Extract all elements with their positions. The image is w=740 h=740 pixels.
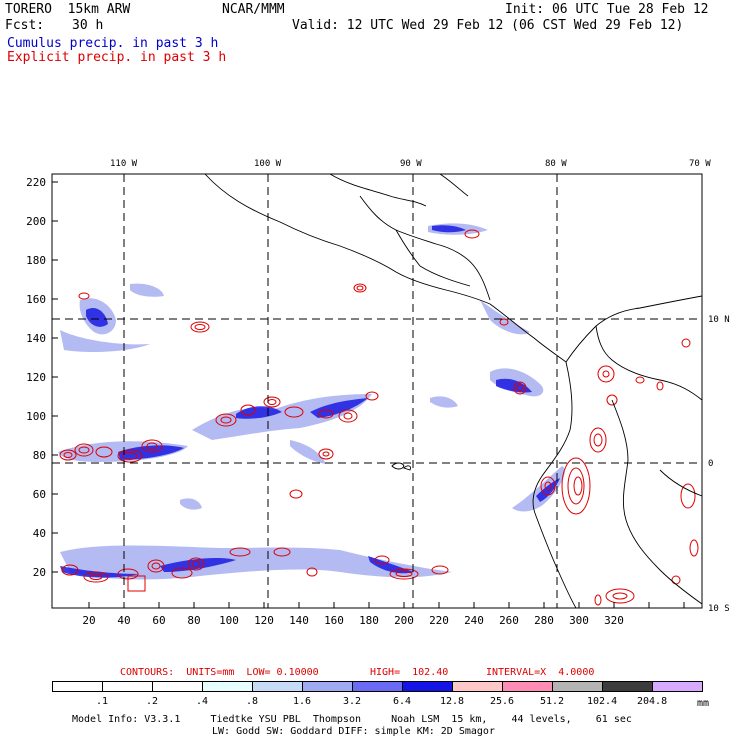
colorbar-cell (352, 681, 403, 692)
init-time: Init: 06 UTC Tue 28 Feb 12 (505, 2, 709, 17)
x-tick-40: 40 (117, 614, 130, 627)
explicit-field-label: Explicit precip. in past 3 h (7, 50, 227, 65)
cumulus-precip-areas (58, 223, 565, 580)
lon-label-70w: 70 W (689, 159, 711, 169)
y-tick-60: 60 (33, 488, 46, 501)
y-tick-80: 80 (33, 449, 46, 462)
x-tick-280: 280 (534, 614, 554, 627)
x-tick-320: 320 (604, 614, 624, 627)
colorbar-cell (652, 681, 703, 692)
y-tick-120: 120 (26, 371, 46, 384)
organization-label: NCAR/MMM (222, 2, 285, 17)
colorbar-cell (202, 681, 253, 692)
forecast-label: Fcst: (5, 18, 45, 33)
colorbar-label: 51.2 (540, 696, 565, 707)
colorbar-label: 204.8 (637, 696, 668, 707)
y-tick-20: 20 (33, 566, 46, 579)
colorbar-cell (152, 681, 203, 692)
x-tick-140: 140 (289, 614, 309, 627)
colorbar-cell (502, 681, 553, 692)
y-tick-200: 200 (26, 215, 46, 228)
lon-label-90w: 90 W (400, 159, 422, 169)
lon-label-100w: 100 W (254, 159, 282, 169)
x-tick-60: 60 (152, 614, 165, 627)
y-tick-140: 140 (26, 332, 46, 345)
colorbar-label: .8 (246, 696, 259, 707)
colorbar-label: 25.6 (490, 696, 515, 707)
x-tick-200: 200 (394, 614, 414, 627)
explicit-precip-contours (59, 229, 699, 606)
x-tick-160: 160 (324, 614, 344, 627)
lon-label-80w: 80 W (545, 159, 567, 169)
colorbar-label: .1 (96, 696, 109, 707)
contour-units-label: CONTOURS: UNITS=mm LOW= 0.10000 (120, 667, 319, 678)
colorbar-cell (402, 681, 453, 692)
axis-ticks (52, 181, 685, 608)
colorbar-label: .2 (146, 696, 159, 707)
colorbar-label: .4 (196, 696, 209, 707)
y-tick-40: 40 (33, 527, 46, 540)
colorbar-unit-label: mm (697, 698, 710, 709)
x-tick-80: 80 (187, 614, 200, 627)
valid-time: Valid: 12 UTC Wed 29 Feb 12 (06 CST Wed … (292, 18, 684, 33)
model-title: TORERO 15km ARW (5, 2, 131, 17)
cumulus-precip-cores (60, 225, 560, 578)
colorbar-cell (602, 681, 653, 692)
lat-label-10s: 10 S (708, 604, 730, 614)
x-tick-20: 20 (82, 614, 95, 627)
y-tick-220: 220 (26, 176, 46, 189)
colorbar-cell (302, 681, 353, 692)
contour-high-label: HIGH= 102.40 (370, 667, 449, 678)
lat-label-0: 0 (708, 459, 713, 469)
model-info-line1: Model Info: V3.3.1 Tiedtke YSU PBL Thomp… (72, 714, 632, 725)
colorbar-label: 6.4 (393, 696, 412, 707)
x-tick-100: 100 (219, 614, 239, 627)
colorbar-cell (52, 681, 103, 692)
colorbar-label: 1.6 (293, 696, 312, 707)
colorbar-label: 102.4 (587, 696, 618, 707)
y-tick-100: 100 (26, 410, 46, 423)
cumulus-field-label: Cumulus precip. in past 3 h (7, 36, 219, 51)
colorbar-cell (552, 681, 603, 692)
y-tick-160: 160 (26, 293, 46, 306)
lon-label-110w: 110 W (110, 159, 138, 169)
x-tick-260: 260 (499, 614, 519, 627)
x-tick-220: 220 (429, 614, 449, 627)
map-frame (51, 173, 703, 609)
x-tick-240: 240 (464, 614, 484, 627)
x-tick-120: 120 (254, 614, 274, 627)
forecast-hour: 30 h (72, 18, 104, 33)
model-info-line2: LW: Godd SW: Goddard DIFF: simple KM: 2D… (212, 726, 495, 737)
colorbar-cell (252, 681, 303, 692)
colorbar-cell (102, 681, 153, 692)
x-tick-180: 180 (359, 614, 379, 627)
x-tick-300: 300 (569, 614, 589, 627)
colorbar-cell (452, 681, 503, 692)
colorbar-label: 3.2 (343, 696, 362, 707)
colorbar-label: 12.8 (440, 696, 465, 707)
y-tick-180: 180 (26, 254, 46, 267)
coastlines (204, 173, 703, 609)
graticule (52, 174, 702, 608)
location-marker-box (127, 575, 146, 592)
contour-interval-label: INTERVAL=X 4.0000 (486, 667, 595, 678)
lat-label-10n: 10 N (708, 315, 730, 325)
